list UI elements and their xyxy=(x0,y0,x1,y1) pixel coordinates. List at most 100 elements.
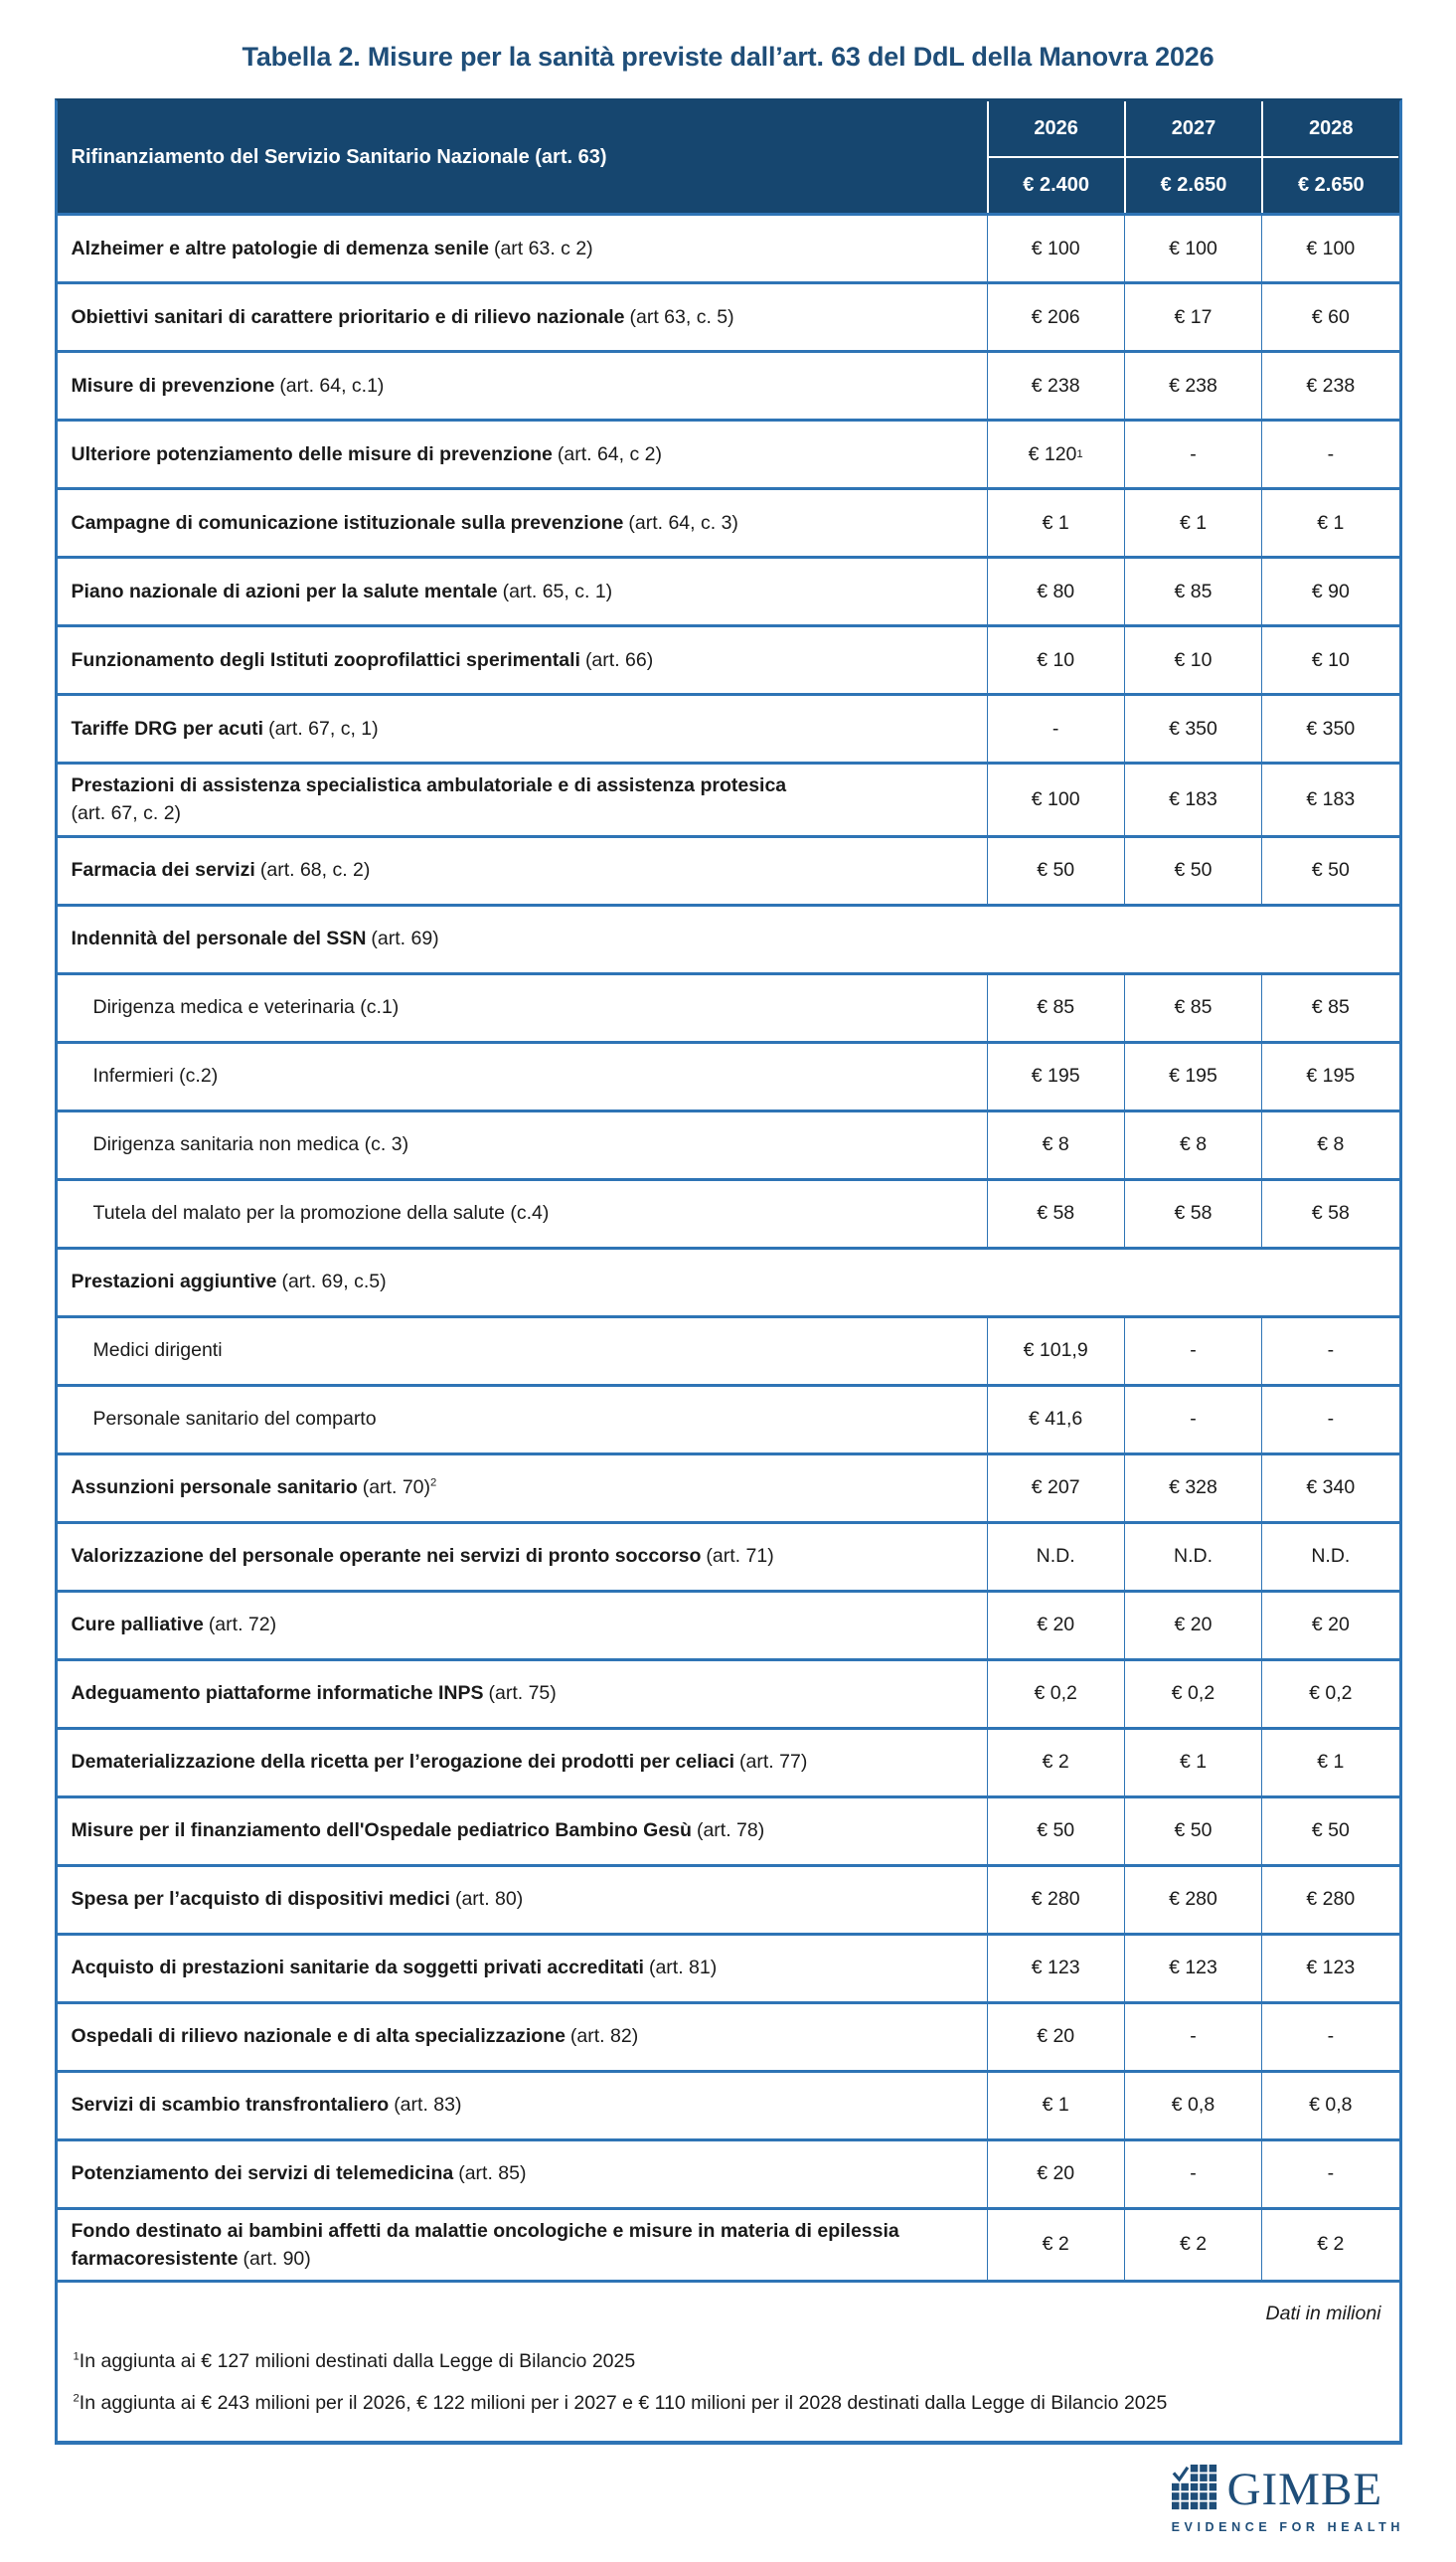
value-text: € 80 xyxy=(1037,580,1075,602)
value-text: € 100 xyxy=(1306,237,1356,259)
value-cell: € 20 xyxy=(986,2140,1124,2207)
table-row: Infermieri (c.2) € 195 € 195 € 195 xyxy=(57,1040,1399,1110)
value-cell: - xyxy=(1261,2140,1398,2207)
table-row: Medici dirigenti € 101,9 - - xyxy=(57,1314,1399,1384)
row-label-wrap: Personale sanitario del comparto xyxy=(93,1405,377,1433)
row-label: Dirigenza medica e veterinaria (c.1) xyxy=(58,975,987,1041)
row-label: Fondo destinato ai bambini affetti da ma… xyxy=(58,2210,987,2281)
value-text: € 120 xyxy=(1028,442,1077,465)
row-ref-text: (art. 72) xyxy=(208,1614,277,1636)
section-label: Indennità del personale del SSN (art. 69) xyxy=(58,907,1399,972)
value-cell: € 280 xyxy=(1123,1866,1261,1933)
row-label-wrap: Infermieri (c.2) xyxy=(93,1062,219,1090)
value-cell: € 2 xyxy=(986,2209,1124,2281)
value-text: € 58 xyxy=(1037,1202,1075,1225)
row-ref-text: (art. 82) xyxy=(569,2025,639,2048)
value-text: € 58 xyxy=(1311,1202,1350,1225)
value-cell: N.D. xyxy=(1123,1523,1261,1590)
gimbe-logo: GIMBE EVIDENCE FOR HEALTH xyxy=(1171,2464,1404,2534)
row-ref-text: (art. 71) xyxy=(706,1545,774,1568)
row-label-text: Misure di prevenzione xyxy=(71,374,275,397)
value-text: € 207 xyxy=(1031,1476,1080,1499)
table-row: Funzionamento degli Istituti zooprofilat… xyxy=(57,624,1399,693)
footnote-row: Dati in milioni 1In aggiunta ai € 127 mi… xyxy=(57,2280,1399,2441)
value-cell: € 8 xyxy=(1261,1111,1398,1178)
row-label-wrap: Obiettivi sanitari di carattere priorita… xyxy=(72,303,734,331)
value-text: € 2 xyxy=(1042,2233,1069,2256)
value-cell: € 10 xyxy=(986,627,1124,693)
section-label-text: Prestazioni aggiuntive xyxy=(71,1271,277,1293)
row-label: Servizi di scambio transfrontaliero (art.… xyxy=(58,2073,987,2138)
value-cell: € 238 xyxy=(1261,353,1398,419)
table-row: Personale sanitario del comparto € 41,6 - - xyxy=(57,1383,1399,1452)
row-label-text: Dirigenza medica e veterinaria (c.1) xyxy=(92,996,400,1019)
value-cell: € 85 xyxy=(1123,559,1261,624)
section-label: Prestazioni aggiuntive (art. 69, c.5) xyxy=(58,1250,1399,1315)
footnote-2-text: In aggiunta ai € 243 milioni per il 2026… xyxy=(79,2391,1168,2414)
row-ref-text: (art. 64, c 2) xyxy=(557,442,662,465)
row-label: Assunzioni personale sanitario (art. 70)2 xyxy=(58,1455,987,1521)
row-label-wrap: Prestazioni di assistenza specialistica … xyxy=(72,771,787,828)
row-label-wrap: Tutela del malato per la promozione dell… xyxy=(93,1199,550,1227)
table-row: Dirigenza sanitaria non medica (c. 3) € 8… xyxy=(57,1109,1399,1178)
value-text: € 10 xyxy=(1311,648,1350,671)
row-label: Tutela del malato per la promozione dell… xyxy=(58,1181,987,1247)
section-label-text: Indennità del personale del SSN xyxy=(71,928,367,950)
row-label-text: Farmacia dei servizi xyxy=(71,859,255,882)
value-cell: - xyxy=(1261,1386,1398,1452)
row-label-wrap: Alzheimer e altre patologie di demenza s… xyxy=(72,235,593,262)
row-ref-text: (art. 70) xyxy=(362,1476,431,1499)
table-body: Alzheimer e altre patologie di demenza s… xyxy=(57,213,1399,2281)
row-label-text: Campagne di comunicazione istituzionale … xyxy=(71,511,624,534)
row-label: Ulteriore potenziamento delle misure di … xyxy=(58,422,987,487)
row-label-text: Acquisto di prestazioni sanitarie da sog… xyxy=(71,1957,644,1979)
row-label-text: Servizi di scambio transfrontaliero xyxy=(71,2094,390,2117)
value-text: € 85 xyxy=(1174,580,1213,602)
row-label: Misure di prevenzione (art. 64, c.1) xyxy=(58,353,987,419)
row-label-wrap: Valorizzazione del personale operante ne… xyxy=(72,1542,774,1570)
row-label-wrap: Medici dirigenti xyxy=(93,1336,223,1364)
value-text: € 238 xyxy=(1031,374,1080,397)
value-text: € 1 xyxy=(1042,2094,1069,2117)
value-text: € 50 xyxy=(1311,1819,1350,1842)
value-text: € 50 xyxy=(1037,1819,1075,1842)
value-cell: € 280 xyxy=(1261,1866,1398,1933)
row-label-text: Personale sanitario del comparto xyxy=(92,1408,377,1431)
row-label-text: Ospedali di rilievo nazionale e di alta … xyxy=(71,2025,566,2048)
row-label-wrap: Piano nazionale di azioni per la salute … xyxy=(72,578,613,605)
value-text: € 85 xyxy=(1174,996,1213,1019)
value-text: € 10 xyxy=(1037,648,1075,671)
row-label-text: Alzheimer e altre patologie di demenza s… xyxy=(71,237,489,259)
row-ref-text: (art. 75) xyxy=(488,1682,557,1705)
value-text: € 123 xyxy=(1031,1957,1080,1979)
row-label-text: Dirigenza sanitaria non medica (c. 3) xyxy=(92,1133,409,1156)
value-text: € 60 xyxy=(1311,305,1350,328)
table-row: Ospedali di rilievo nazionale e di alta … xyxy=(57,2000,1399,2070)
value-text: € 350 xyxy=(1306,717,1356,740)
value-text: - xyxy=(1190,442,1197,465)
value-cell: € 80 xyxy=(986,559,1124,624)
value-text: € 183 xyxy=(1306,787,1356,810)
row-ref-text: (art 63. c 2) xyxy=(493,237,593,259)
row-label: Prestazioni di assistenza specialistica … xyxy=(58,765,987,835)
value-cell: € 195 xyxy=(986,1043,1124,1110)
row-label-text: Funzionamento degli Istituti zooprofilat… xyxy=(71,648,580,671)
row-label-wrap: Ospedali di rilievo nazionale e di alta … xyxy=(72,2022,639,2050)
value-cell: € 8 xyxy=(1123,1111,1261,1178)
value-text: N.D. xyxy=(1173,1545,1213,1568)
value-text: - xyxy=(1327,1408,1335,1431)
row-label-wrap: Funzionamento degli Istituti zooprofilat… xyxy=(72,646,654,674)
row-label: Farmacia dei servizi (art. 68, c. 2) xyxy=(58,838,987,904)
row-label-text: Adeguamento piattaforme informatiche INP… xyxy=(71,1682,484,1705)
row-label-wrap: Cure palliative (art. 72) xyxy=(72,1611,277,1638)
value-text: - xyxy=(1327,1339,1335,1362)
section-ref-text: (art. 69) xyxy=(371,928,439,950)
value-text: € 10 xyxy=(1174,648,1213,671)
value-cell: € 1 xyxy=(1261,1729,1398,1795)
data-unit-note: Dati in milioni xyxy=(1265,2303,1381,2325)
value-cell: € 1 xyxy=(986,490,1124,556)
value-text: € 280 xyxy=(1031,1888,1080,1911)
value-cell: € 206 xyxy=(986,284,1124,350)
gimbe-logo-top: GIMBE xyxy=(1171,2464,1404,2516)
measures-table: Rifinanziamento del Servizio Sanitario N… xyxy=(54,98,1402,2445)
